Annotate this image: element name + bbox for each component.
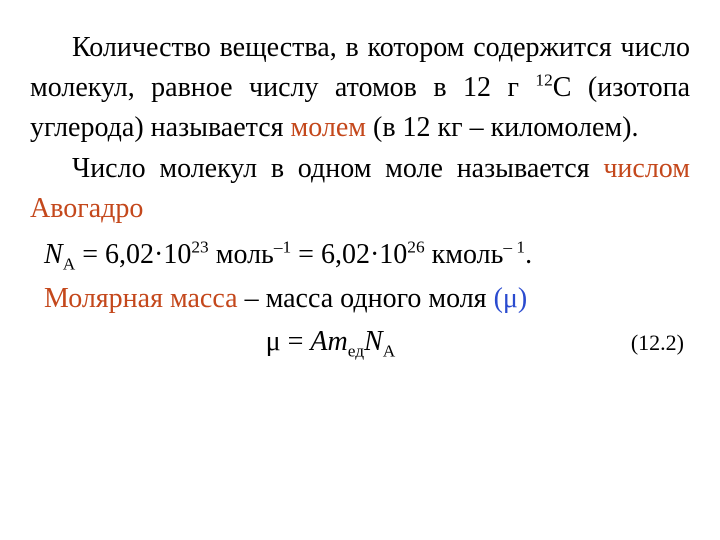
equation-12-2: μ = AmедNA bbox=[30, 322, 631, 362]
subscript-A: A bbox=[63, 254, 76, 273]
exp-23: 23 bbox=[191, 237, 208, 256]
period: . bbox=[525, 239, 532, 270]
text: Число молекул в одном моле называется bbox=[72, 153, 603, 184]
paragraph-molar-mass: Молярная масса – масса одного моля (μ) bbox=[30, 279, 690, 319]
exp-minus-1b: – 1 bbox=[503, 237, 525, 256]
isotope-symbol: С bbox=[553, 72, 572, 103]
term-mole: молем bbox=[291, 112, 366, 143]
isotope-superscript: 12 bbox=[535, 70, 552, 89]
exp-minus-1: –1 bbox=[274, 237, 291, 256]
symbol-mu: μ bbox=[266, 326, 281, 357]
paragraph-avogadro: Число молекул в одном моле называется чи… bbox=[30, 149, 690, 229]
symbol-A: A bbox=[310, 326, 327, 357]
subscript-A: A bbox=[383, 342, 396, 361]
paragraph-mole-definition: Количество вещества, в котором содержитс… bbox=[30, 28, 690, 147]
term-molar-mass: Молярная масса bbox=[44, 283, 238, 314]
text: (в 12 кг – киломолем). bbox=[366, 112, 638, 143]
equation-row: μ = AmедNA (12.2) bbox=[30, 322, 690, 362]
symbol-m: m bbox=[327, 326, 347, 357]
avogadro-value-line: NA = 6,02·1023 моль–1 = 6,02·1026 кмоль–… bbox=[30, 235, 690, 275]
unit-kmol: кмоль bbox=[425, 239, 504, 270]
text: = 6,02·10 bbox=[75, 239, 191, 270]
equation-number: (12.2) bbox=[631, 327, 690, 358]
unit-mol: моль bbox=[209, 239, 274, 270]
exp-26: 26 bbox=[407, 237, 424, 256]
symbol-N: N bbox=[364, 326, 383, 357]
symbol-N: N bbox=[44, 239, 63, 270]
text: – масса одного моля bbox=[238, 283, 494, 314]
subscript-ed: ед bbox=[348, 342, 364, 361]
page: Количество вещества, в котором содержитс… bbox=[0, 0, 720, 540]
symbol-mu-paren: (μ) bbox=[494, 283, 528, 314]
text: = 6,02·10 bbox=[291, 239, 407, 270]
equals: = bbox=[281, 326, 311, 357]
